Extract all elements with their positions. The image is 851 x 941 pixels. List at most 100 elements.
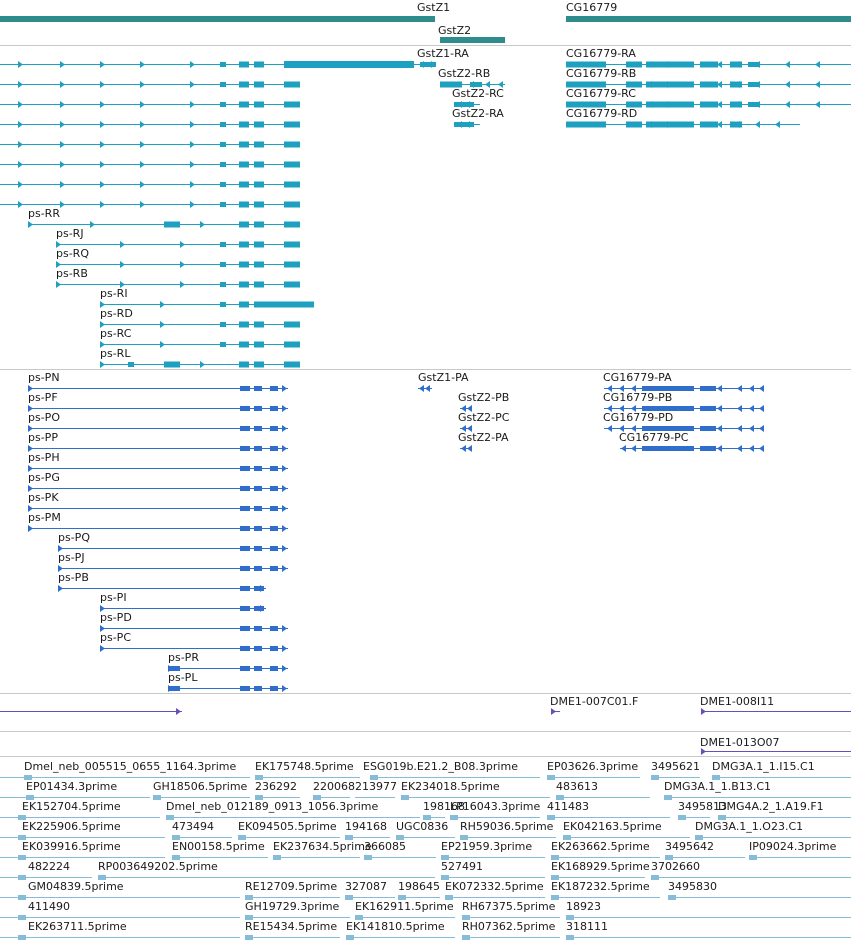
feature-model[interactable] bbox=[460, 445, 472, 452]
transcript-label[interactable]: ps-RR bbox=[28, 207, 60, 220]
protein-label[interactable]: GstZ1-PA bbox=[418, 371, 469, 384]
transcript-label[interactable]: ps-RL bbox=[100, 347, 131, 360]
feature-model[interactable] bbox=[56, 241, 300, 248]
protein-label[interactable]: ps-PM bbox=[28, 511, 61, 524]
feature-model[interactable] bbox=[168, 665, 288, 672]
feature-model[interactable] bbox=[604, 425, 764, 432]
est-label[interactable]: EK162911.5prime bbox=[355, 900, 454, 913]
feature-model[interactable] bbox=[28, 485, 288, 492]
est-label[interactable]: 483613 bbox=[556, 780, 598, 793]
protein-label[interactable]: ps-PN bbox=[28, 371, 60, 384]
est-label[interactable]: RH67375.5prime bbox=[462, 900, 556, 913]
est-row[interactable] bbox=[0, 935, 851, 940]
est-label[interactable]: DMG4A.2_1.A19.F1 bbox=[718, 800, 824, 813]
est-label[interactable]: EK039916.5prime bbox=[22, 840, 121, 853]
est-label[interactable]: 3495813 bbox=[678, 800, 727, 813]
transcript-label[interactable]: ps-RC bbox=[100, 327, 132, 340]
est-label[interactable]: EK237634.5prime bbox=[273, 840, 372, 853]
est-row[interactable] bbox=[0, 895, 851, 900]
feature-model[interactable] bbox=[58, 545, 288, 552]
est-label[interactable]: DMG3A.1_1.I15.C1 bbox=[712, 760, 815, 773]
feature-model[interactable] bbox=[0, 201, 300, 208]
feature-model[interactable] bbox=[28, 525, 288, 532]
est-label[interactable]: ESG019b.E21.2_B08.3prime bbox=[363, 760, 518, 773]
protein-label[interactable]: ps-PI bbox=[100, 591, 127, 604]
gene-label[interactable]: GstZ1 bbox=[417, 1, 450, 14]
est-label[interactable]: EK094505.5prime bbox=[238, 820, 337, 833]
gene-bar[interactable] bbox=[0, 16, 435, 22]
est-label[interactable]: 3495830 bbox=[668, 880, 717, 893]
est-label[interactable]: Dmel_neb_005515_0655_1164.3prime bbox=[24, 760, 236, 773]
feature-model[interactable] bbox=[100, 605, 266, 612]
protein-label[interactable]: ps-PG bbox=[28, 471, 60, 484]
feature-model[interactable] bbox=[0, 181, 300, 188]
feature-model[interactable] bbox=[0, 121, 300, 128]
feature-model[interactable] bbox=[28, 505, 288, 512]
feature-model[interactable] bbox=[566, 121, 800, 128]
est-label[interactable]: DMG3A.1_1.O23.C1 bbox=[695, 820, 803, 833]
est-label[interactable]: 327087 bbox=[345, 880, 387, 893]
est-label[interactable]: RP003649202.5prime bbox=[98, 860, 218, 873]
est-label[interactable]: DMG3A.1_1.B13.C1 bbox=[664, 780, 771, 793]
protein-label[interactable]: ps-PF bbox=[28, 391, 58, 404]
feature-model[interactable] bbox=[604, 405, 764, 412]
est-row[interactable] bbox=[0, 855, 851, 860]
feature-model[interactable] bbox=[460, 425, 472, 432]
feature-model[interactable] bbox=[0, 101, 300, 108]
est-label[interactable]: EK234018.5prime bbox=[401, 780, 500, 793]
feature-model[interactable] bbox=[100, 321, 300, 328]
est-label[interactable]: EP21959.3prime bbox=[441, 840, 532, 853]
protein-label[interactable]: ps-PK bbox=[28, 491, 59, 504]
feature-model[interactable] bbox=[28, 385, 288, 392]
transcript-label[interactable]: ps-RI bbox=[100, 287, 128, 300]
est-label[interactable]: Dmel_neb_012189_0913_1056.3prime bbox=[166, 800, 378, 813]
feature-model[interactable] bbox=[28, 425, 288, 432]
transcript-label[interactable]: CG16779-RA bbox=[566, 47, 636, 60]
feature-model[interactable] bbox=[100, 645, 288, 652]
est-label[interactable]: EK263711.5prime bbox=[28, 920, 127, 933]
feature-model[interactable] bbox=[414, 61, 436, 68]
est-label[interactable]: 194168 bbox=[345, 820, 387, 833]
gene-label[interactable]: GstZ2 bbox=[438, 24, 471, 37]
clone-label[interactable]: DME1-007C01.F bbox=[550, 695, 638, 708]
est-label[interactable]: 411490 bbox=[28, 900, 70, 913]
est-label[interactable]: IP09024.3prime bbox=[749, 840, 837, 853]
est-label[interactable]: EK263662.5prime bbox=[551, 840, 650, 853]
feature-model[interactable] bbox=[58, 585, 266, 592]
transcript-label[interactable]: ps-RJ bbox=[56, 227, 84, 240]
feature-model[interactable] bbox=[701, 708, 851, 715]
est-row[interactable] bbox=[0, 915, 851, 920]
est-label[interactable]: UGC0836 bbox=[396, 820, 448, 833]
est-label[interactable]: 366085 bbox=[364, 840, 406, 853]
est-label[interactable]: 198168 bbox=[423, 800, 465, 813]
feature-model[interactable] bbox=[100, 341, 300, 348]
est-label[interactable]: 318111 bbox=[566, 920, 608, 933]
transcript-label[interactable]: CG16779-RD bbox=[566, 107, 637, 120]
protein-label[interactable]: ps-PL bbox=[168, 671, 198, 684]
feature-model[interactable] bbox=[0, 161, 300, 168]
protein-label[interactable]: GstZ2-PC bbox=[458, 411, 510, 424]
est-label[interactable]: 3495642 bbox=[665, 840, 714, 853]
transcript-label[interactable]: GstZ2-RC bbox=[452, 87, 504, 100]
feature-model[interactable] bbox=[418, 385, 432, 392]
protein-label[interactable]: ps-PC bbox=[100, 631, 131, 644]
feature-model[interactable] bbox=[0, 708, 182, 715]
transcript-label[interactable]: GstZ2-RA bbox=[452, 107, 504, 120]
est-label[interactable]: EN00158.5prime bbox=[172, 840, 265, 853]
feature-model[interactable] bbox=[168, 685, 288, 692]
feature-model[interactable] bbox=[0, 61, 414, 68]
protein-label[interactable]: CG16779-PB bbox=[603, 391, 672, 404]
est-label[interactable]: LP16043.3prime bbox=[450, 800, 541, 813]
protein-label[interactable]: ps-PO bbox=[28, 411, 60, 424]
est-label[interactable]: EK187232.5prime bbox=[551, 880, 650, 893]
feature-model[interactable] bbox=[701, 748, 851, 755]
protein-label[interactable]: ps-PD bbox=[100, 611, 132, 624]
feature-model[interactable] bbox=[440, 81, 505, 88]
clone-label[interactable]: DME1-013O07 bbox=[700, 736, 780, 749]
feature-model[interactable] bbox=[28, 465, 288, 472]
feature-model[interactable] bbox=[28, 221, 300, 228]
est-row[interactable] bbox=[0, 795, 851, 800]
feature-model[interactable] bbox=[604, 385, 764, 392]
est-label[interactable]: 198645 bbox=[398, 880, 440, 893]
